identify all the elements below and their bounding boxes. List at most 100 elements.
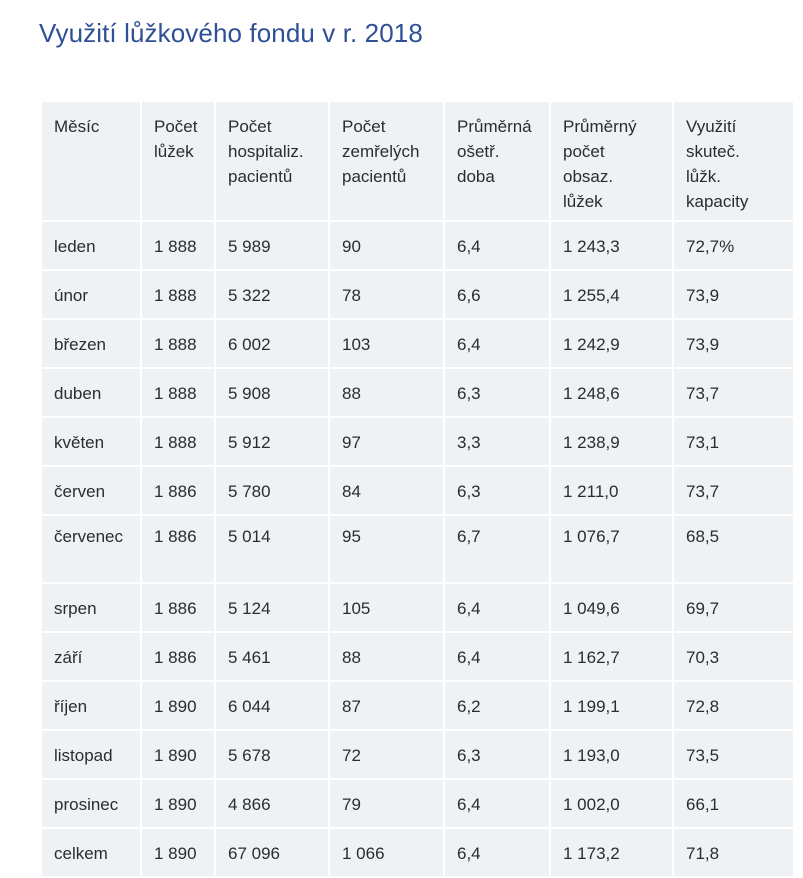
cell-hospitalized: 5 014 [214, 514, 330, 584]
cell-avg-occupied: 1 211,0 [549, 465, 674, 516]
cell-avg-treatment: 6,4 [443, 827, 551, 878]
header-deceased-patients: Počet zemřelých pacientů [328, 100, 445, 222]
cell-deceased: 78 [328, 269, 445, 320]
cell-bed-count: 1 890 [140, 729, 216, 780]
cell-month: celkem [40, 827, 142, 878]
cell-month: duben [40, 367, 142, 418]
cell-hospitalized: 5 780 [214, 465, 330, 516]
cell-avg-occupied: 1 255,4 [549, 269, 674, 320]
cell-utilization: 69,7 [672, 582, 795, 633]
cell-avg-occupied: 1 162,7 [549, 631, 674, 682]
cell-hospitalized: 5 912 [214, 416, 330, 467]
cell-avg-treatment: 6,2 [443, 680, 551, 731]
cell-month: květen [40, 416, 142, 467]
cell-deceased: 105 [328, 582, 445, 633]
cell-avg-treatment: 6,7 [443, 514, 551, 584]
table-header-row: Měsíc Počet lůžek Počet hospitaliz. pacient… [40, 100, 795, 222]
cell-hospitalized: 5 124 [214, 582, 330, 633]
cell-month: říjen [40, 680, 142, 731]
page-title: Využití lůžkového fondu v r. 2018 [39, 18, 423, 48]
cell-bed-count: 1 886 [140, 582, 216, 633]
cell-month: březen [40, 318, 142, 369]
cell-deceased: 95 [328, 514, 445, 584]
cell-utilization: 72,7% [672, 220, 795, 271]
cell-deceased: 90 [328, 220, 445, 271]
cell-deceased: 97 [328, 416, 445, 467]
cell-avg-treatment: 6,3 [443, 367, 551, 418]
cell-month: červen [40, 465, 142, 516]
cell-utilization: 71,8 [672, 827, 795, 878]
cell-deceased: 72 [328, 729, 445, 780]
cell-avg-occupied: 1 173,2 [549, 827, 674, 878]
cell-utilization: 72,8 [672, 680, 795, 731]
header-hospitalized-patients: Počet hospitaliz. pacientů [214, 100, 330, 222]
cell-utilization: 73,1 [672, 416, 795, 467]
cell-deceased: 87 [328, 680, 445, 731]
cell-bed-count: 1 890 [140, 778, 216, 829]
table-body: leden 1 888 5 989 90 6,4 1 243,3 72,7% únor 1 88… [40, 220, 795, 878]
cell-month: leden [40, 220, 142, 271]
cell-utilization: 68,5 [672, 514, 795, 584]
cell-avg-treatment: 6,3 [443, 729, 551, 780]
table-row: březen 1 888 6 002 103 6,4 1 242,9 73,9 [40, 318, 795, 369]
header-month: Měsíc [40, 100, 142, 222]
cell-avg-occupied: 1 076,7 [549, 514, 674, 584]
cell-utilization: 70,3 [672, 631, 795, 682]
cell-hospitalized: 5 908 [214, 367, 330, 418]
cell-hospitalized: 5 678 [214, 729, 330, 780]
cell-avg-occupied: 1 238,9 [549, 416, 674, 467]
cell-avg-occupied: 1 049,6 [549, 582, 674, 633]
cell-bed-count: 1 888 [140, 220, 216, 271]
cell-bed-count: 1 886 [140, 514, 216, 584]
cell-hospitalized: 5 989 [214, 220, 330, 271]
cell-deceased: 103 [328, 318, 445, 369]
cell-bed-count: 1 890 [140, 680, 216, 731]
cell-avg-occupied: 1 193,0 [549, 729, 674, 780]
cell-bed-count: 1 888 [140, 318, 216, 369]
table-row: červenec 1 886 5 014 95 6,7 1 076,7 68,5 [40, 514, 795, 584]
header-average-occupied-beds: Průměrný počet obsaz. lůžek [549, 100, 674, 222]
table-row: říjen 1 890 6 044 87 6,2 1 199,1 72,8 [40, 680, 795, 731]
cell-month: srpen [40, 582, 142, 633]
cell-month: září [40, 631, 142, 682]
cell-avg-treatment: 3,3 [443, 416, 551, 467]
cell-bed-count: 1 888 [140, 367, 216, 418]
cell-avg-treatment: 6,4 [443, 631, 551, 682]
cell-avg-treatment: 6,3 [443, 465, 551, 516]
cell-avg-treatment: 6,4 [443, 582, 551, 633]
cell-month: červenec [40, 514, 142, 584]
cell-avg-treatment: 6,4 [443, 318, 551, 369]
header-bed-count: Počet lůžek [140, 100, 216, 222]
cell-utilization: 73,7 [672, 465, 795, 516]
cell-utilization: 73,7 [672, 367, 795, 418]
table-row: květen 1 888 5 912 97 3,3 1 238,9 73,1 [40, 416, 795, 467]
cell-hospitalized: 6 002 [214, 318, 330, 369]
cell-bed-count: 1 890 [140, 827, 216, 878]
table-row: duben 1 888 5 908 88 6,3 1 248,6 73,7 [40, 367, 795, 418]
cell-deceased: 1 066 [328, 827, 445, 878]
table-row: únor 1 888 5 322 78 6,6 1 255,4 73,9 [40, 269, 795, 320]
header-average-treatment-time: Průměrná ošetř. doba [443, 100, 551, 222]
table-row: září 1 886 5 461 88 6,4 1 162,7 70,3 [40, 631, 795, 682]
cell-hospitalized: 67 096 [214, 827, 330, 878]
table-row: srpen 1 886 5 124 105 6,4 1 049,6 69,7 [40, 582, 795, 633]
cell-hospitalized: 6 044 [214, 680, 330, 731]
cell-bed-count: 1 886 [140, 631, 216, 682]
cell-bed-count: 1 886 [140, 465, 216, 516]
cell-avg-treatment: 6,6 [443, 269, 551, 320]
cell-deceased: 88 [328, 631, 445, 682]
cell-hospitalized: 5 322 [214, 269, 330, 320]
cell-avg-occupied: 1 199,1 [549, 680, 674, 731]
cell-avg-occupied: 1 248,6 [549, 367, 674, 418]
header-capacity-utilization: Využití skuteč. lůžk. kapacity [672, 100, 795, 222]
cell-hospitalized: 5 461 [214, 631, 330, 682]
cell-bed-count: 1 888 [140, 269, 216, 320]
cell-avg-occupied: 1 242,9 [549, 318, 674, 369]
table-row: celkem 1 890 67 096 1 066 6,4 1 173,2 71,8 [40, 827, 795, 878]
cell-bed-count: 1 888 [140, 416, 216, 467]
cell-avg-treatment: 6,4 [443, 220, 551, 271]
cell-deceased: 88 [328, 367, 445, 418]
cell-utilization: 73,5 [672, 729, 795, 780]
bed-utilization-table: Měsíc Počet lůžek Počet hospitaliz. pacient… [40, 100, 795, 878]
cell-avg-occupied: 1 243,3 [549, 220, 674, 271]
